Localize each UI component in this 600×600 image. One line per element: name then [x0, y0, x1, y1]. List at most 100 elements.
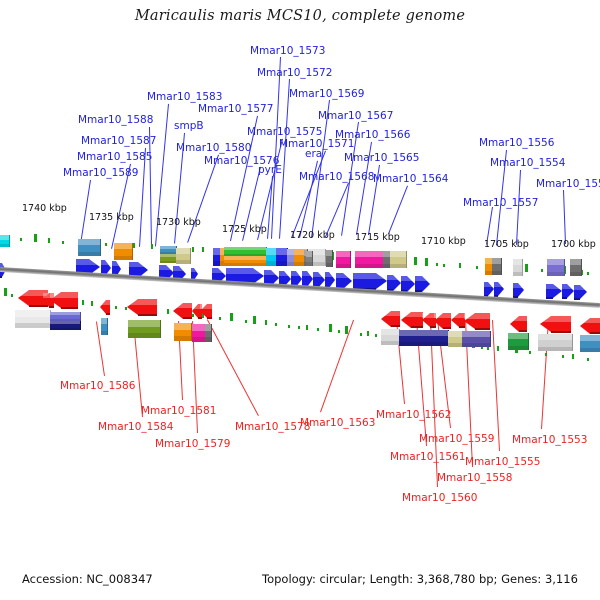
forward-gene-label[interactable]: Mmar10_1583 [147, 91, 223, 103]
reverse-gene-arrow[interactable] [127, 299, 157, 316]
lower-feature-block[interactable] [448, 331, 463, 347]
upper-feature-block[interactable] [224, 256, 267, 266]
forward-gene-arrow[interactable] [353, 273, 387, 290]
forward-gene-arrow[interactable] [415, 276, 430, 292]
forward-gene-arrow[interactable] [401, 276, 415, 292]
lower-feature-block[interactable] [192, 324, 207, 342]
lower-feature-block[interactable] [399, 330, 424, 346]
upper-feature-block[interactable] [0, 235, 10, 247]
upper-feature-block[interactable] [383, 251, 391, 268]
reverse-gene-label[interactable]: Mmar10_1578 [235, 421, 311, 433]
reverse-gene-label[interactable]: Mmar10_1579 [155, 438, 231, 450]
reverse-gene-label[interactable]: Mmar10_1555 [465, 456, 541, 468]
lower-feature-block[interactable] [423, 330, 449, 346]
lower-feature-block[interactable] [174, 323, 192, 341]
reverse-gene-label[interactable]: Mmar10_1562 [376, 409, 452, 421]
lower-feature-block[interactable] [580, 335, 600, 352]
forward-gene-label[interactable]: Mmar10_1556 [479, 137, 555, 149]
upper-feature-block[interactable] [114, 243, 133, 260]
lower-feature-block[interactable] [538, 334, 573, 351]
upper-feature-block[interactable] [306, 251, 313, 266]
forward-gene-label[interactable]: Mmar10_1567 [318, 110, 394, 122]
reverse-gene-arrow[interactable] [434, 313, 451, 329]
upper-feature-block[interactable] [276, 248, 288, 266]
forward-gene-arrow[interactable] [513, 283, 524, 298]
upper-feature-block[interactable] [176, 248, 191, 264]
forward-gene-label[interactable]: Mmar10_1554 [490, 157, 566, 169]
forward-gene-label[interactable]: era [305, 148, 323, 160]
reverse-gene-arrow[interactable] [173, 303, 192, 319]
forward-gene-label[interactable]: Mmar10_1565 [344, 152, 420, 164]
forward-gene-arrow[interactable] [484, 282, 494, 297]
upper-feature-block[interactable] [492, 258, 502, 275]
reverse-gene-arrow[interactable] [580, 318, 600, 334]
lower-feature-block[interactable] [381, 329, 400, 345]
upper-feature-block[interactable] [266, 248, 277, 266]
forward-gene-label[interactable]: Mmar10_1552 [536, 178, 600, 190]
reverse-gene-label[interactable]: Mmar10_1586 [60, 380, 136, 392]
forward-gene-label[interactable]: Mmar10_1580 [176, 142, 252, 154]
upper-feature-block[interactable] [513, 259, 523, 276]
upper-feature-block[interactable] [336, 251, 351, 268]
forward-gene-label[interactable]: Mmar10_1577 [198, 103, 274, 115]
forward-gene-label[interactable]: pyrE [258, 164, 282, 176]
reverse-gene-arrow[interactable] [464, 313, 490, 330]
forward-gene-label[interactable]: smpB [174, 120, 204, 132]
lower-feature-block[interactable] [15, 310, 51, 328]
lower-feature-block[interactable] [50, 312, 81, 321]
upper-feature-block[interactable] [160, 246, 177, 254]
forward-gene-arrow[interactable] [546, 284, 562, 299]
reverse-gene-arrow[interactable] [510, 316, 527, 332]
upper-feature-block[interactable] [78, 239, 101, 256]
forward-gene-label[interactable]: Mmar10_1568 [299, 171, 375, 183]
reverse-gene-label[interactable]: Mmar10_1560 [402, 492, 478, 504]
forward-gene-arrow[interactable] [387, 275, 401, 291]
reverse-gene-arrow[interactable] [100, 300, 110, 315]
reverse-gene-arrow[interactable] [50, 292, 78, 309]
lower-feature-block[interactable] [205, 324, 212, 342]
lower-feature-block[interactable] [128, 320, 161, 338]
reverse-gene-label[interactable]: Mmar10_1581 [141, 405, 217, 417]
forward-gene-arrow[interactable] [574, 285, 587, 300]
upper-feature-block[interactable] [485, 258, 493, 275]
reverse-gene-label[interactable]: Mmar10_1559 [419, 433, 495, 445]
reverse-gene-arrow[interactable] [422, 313, 436, 328]
forward-gene-label[interactable]: Mmar10_1557 [463, 197, 539, 209]
forward-gene-label[interactable]: Mmar10_1566 [335, 129, 411, 141]
reverse-gene-arrow[interactable] [401, 312, 423, 328]
upper-feature-block[interactable] [287, 249, 295, 266]
forward-gene-arrow[interactable] [562, 284, 574, 299]
upper-feature-block[interactable] [224, 247, 267, 256]
lower-feature-block[interactable] [508, 333, 529, 350]
reverse-gene-arrow[interactable] [540, 316, 571, 333]
forward-gene-label[interactable]: Mmar10_1575 [247, 126, 323, 138]
forward-gene-label[interactable]: Mmar10_1587 [81, 135, 157, 147]
forward-gene-arrow[interactable] [494, 282, 504, 297]
reverse-gene-label[interactable]: Mmar10_1558 [437, 472, 513, 484]
forward-gene-label[interactable]: Mmar10_1572 [257, 67, 333, 79]
reverse-gene-label[interactable]: Mmar10_1553 [512, 434, 588, 446]
forward-gene-label[interactable]: Mmar10_1564 [373, 173, 449, 185]
reverse-gene-label[interactable]: Mmar10_1563 [300, 417, 376, 429]
upper-feature-block[interactable] [570, 259, 582, 276]
lower-feature-block[interactable] [101, 318, 108, 335]
forward-gene-label[interactable]: Mmar10_1585 [77, 151, 153, 163]
lower-feature-block[interactable] [50, 321, 81, 330]
forward-gene-label[interactable]: Mmar10_1571 [279, 138, 355, 150]
lower-feature-block[interactable] [462, 331, 491, 347]
forward-gene-label[interactable]: Mmar10_1569 [289, 88, 365, 100]
forward-gene-label[interactable]: Mmar10_1589 [63, 167, 139, 179]
reverse-gene-arrow[interactable] [451, 313, 465, 328]
forward-gene-label[interactable]: Mmar10_1588 [78, 114, 154, 126]
upper-feature-block[interactable] [547, 259, 565, 276]
forward-gene-label[interactable]: Mmar10_1573 [250, 45, 326, 57]
upper-feature-block[interactable] [160, 254, 177, 263]
forward-gene-label[interactable]: Mmar10_1576 [204, 155, 280, 167]
upper-feature-block[interactable] [326, 250, 333, 267]
upper-feature-block[interactable] [390, 251, 407, 268]
reverse-gene-label[interactable]: Mmar10_1584 [98, 421, 174, 433]
upper-feature-block[interactable] [355, 251, 384, 268]
reverse-gene-arrow[interactable] [381, 311, 400, 327]
reverse-gene-arrow[interactable] [200, 304, 212, 319]
reverse-gene-label[interactable]: Mmar10_1561 [390, 451, 466, 463]
